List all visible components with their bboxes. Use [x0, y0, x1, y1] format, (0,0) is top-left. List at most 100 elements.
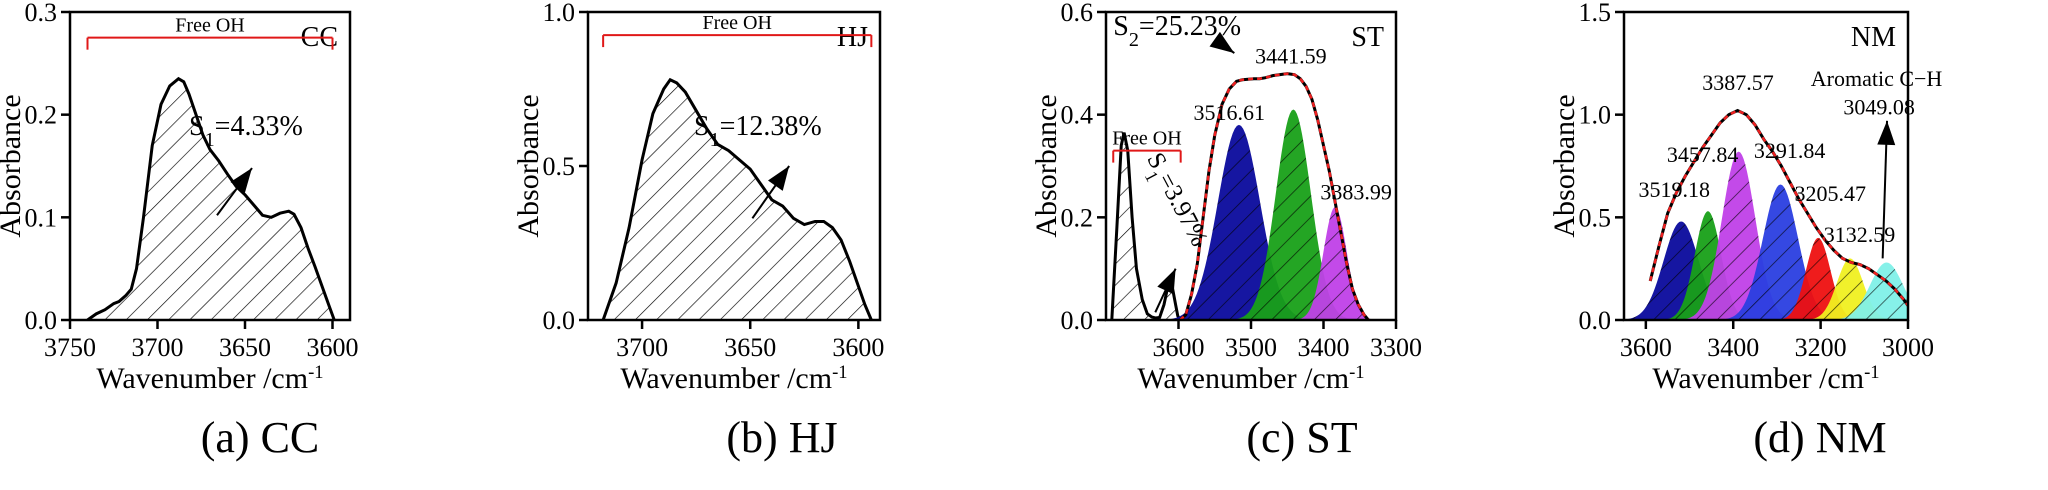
fit-peak-hatch-2 — [1673, 151, 1806, 320]
free-oh-bracket: Free OH — [1112, 128, 1182, 163]
x-tick-label: 3500 — [1225, 333, 1277, 362]
panel-cc: 3750 3700 3650 3600 0.0 0.1 0.2 0.3 Wavenumber /… — [0, 0, 359, 395]
y-tick-label: 0.0 — [1579, 306, 1612, 335]
free-oh-label: Free OH — [703, 12, 772, 34]
x-tick-label: 3600 — [1153, 333, 1205, 362]
y-tick-label: 0.5 — [543, 152, 576, 181]
y-tick-label: 0.5 — [1579, 203, 1612, 232]
x-axis-label: Wavenumber /cm-1 — [96, 362, 323, 396]
axes-frame — [1622, 10, 1910, 322]
x-tick-label: 3400 — [1298, 333, 1350, 362]
y-tick-label: 0.2 — [1061, 203, 1094, 232]
plot-area — [1624, 108, 1908, 320]
spectrum-line — [601, 77, 873, 320]
x-tick-label: 3600 — [1620, 333, 1672, 362]
free-oh-label: Free OH — [175, 15, 244, 37]
area-arrow-head — [767, 166, 790, 191]
y-tick-label: 0.2 — [25, 101, 58, 130]
area-annotation-0: S1=12.38% — [694, 111, 822, 151]
y-axis-label: Absorbance — [0, 94, 27, 237]
spectrum-fill — [87, 78, 335, 320]
peak-label-6: 3049.08 — [1843, 95, 1915, 120]
y-tick-label: 0.3 — [25, 0, 58, 27]
fit-peak-hatch-2 — [1288, 207, 1382, 320]
fit-peak-hatch-5 — [1797, 258, 1903, 320]
x-tick-label: 3700 — [132, 333, 184, 362]
panel-label: ST — [1351, 22, 1384, 53]
area-arrow-head — [1157, 268, 1176, 295]
peak-label-1: 3457.84 — [1667, 142, 1739, 167]
fit-peak-hatch-1 — [1655, 211, 1761, 320]
y-axis-label: Absorbance — [1548, 94, 1581, 237]
area-arrow-head — [1209, 31, 1235, 54]
caption-b: (b) HJ — [726, 413, 838, 462]
text-label-0: Aromatic C−H — [1811, 66, 1943, 91]
area-arrow-head — [230, 168, 252, 193]
aromatic-arrow-head — [1877, 120, 1896, 146]
panel-nm: 3600 3400 3200 3000 0.0 0.5 1.0 1.5 Wavenumber /… — [1548, 0, 1943, 396]
y-tick-label: 0.0 — [1061, 306, 1094, 335]
x-axis-label: Wavenumber /cm-1 — [620, 362, 847, 396]
x-tick-label: 3750 — [44, 333, 96, 362]
envelope-dashed — [1649, 109, 1908, 307]
spectrum-line — [86, 76, 336, 320]
x-tick-label: 3650 — [219, 333, 271, 362]
caption-d: (d) NM — [1753, 413, 1887, 462]
y-tick-label: 0.6 — [1061, 0, 1094, 27]
caption-a: (a) CC — [200, 413, 320, 462]
peak-label-2: 3383.99 — [1320, 179, 1392, 204]
free-oh-bracket: Free OH — [86, 15, 334, 50]
plot-area — [601, 77, 873, 320]
area-arrow — [216, 167, 253, 216]
axes-frame — [68, 10, 352, 322]
area-annotation-1: S1=3.97% — [1134, 148, 1213, 254]
area-arrow — [751, 165, 790, 219]
area-annotation-0: S1=4.33% — [189, 111, 303, 151]
fit-peak-hatch-1 — [1225, 109, 1363, 320]
spectrum-fill — [603, 79, 872, 320]
free-oh-bracket: Free OH — [602, 12, 873, 48]
y-tick-label: 0.4 — [1061, 101, 1094, 130]
free-oh-label: Free OH — [1112, 128, 1181, 150]
panel-label: NM — [1851, 22, 1896, 53]
x-axis-label: Wavenumber /cm-1 — [1137, 362, 1364, 396]
fit-peak-hatch-6 — [1821, 262, 1908, 320]
peak-label-2: 3387.57 — [1702, 70, 1774, 95]
y-axis-label: Absorbance — [512, 94, 545, 237]
x-axis-label: Wavenumber /cm-1 — [1652, 362, 1879, 396]
y-tick-label: 0.0 — [543, 306, 576, 335]
y-tick-label: 1.0 — [1579, 101, 1612, 130]
area-arrow — [1209, 31, 1235, 54]
x-tick-label: 3400 — [1707, 333, 1759, 362]
y-tick-label: 1.0 — [543, 0, 576, 27]
envelope-dashed — [1179, 72, 1370, 320]
peak-label-3: 3291.84 — [1754, 138, 1826, 163]
area-annotation-0: S2=25.23% — [1113, 11, 1241, 51]
area-arrow — [1154, 268, 1177, 313]
panel-label: HJ — [837, 22, 868, 53]
aromatic-arrow — [1877, 120, 1896, 259]
fit-peak-hatch-4 — [1770, 237, 1868, 320]
x-tick-label: 3000 — [1882, 333, 1934, 362]
peak-label-0: 3516.61 — [1194, 100, 1266, 125]
fit-peak-hatch-0 — [1156, 124, 1324, 320]
fit-peak-hatch-0 — [1624, 221, 1752, 320]
peak-label-4: 3205.47 — [1794, 181, 1866, 206]
plot-area — [1110, 72, 1382, 320]
peak-label-0: 3519.18 — [1638, 177, 1710, 202]
x-tick-label: 3600 — [832, 333, 884, 362]
x-tick-label: 3700 — [616, 333, 668, 362]
panel-st: 3600 3500 3400 3300 0.0 0.2 0.4 0.6 Wavenumber /… — [1030, 0, 1422, 395]
caption-c: (c) ST — [1246, 413, 1358, 462]
x-tick-label: 3300 — [1370, 333, 1422, 362]
y-tick-label: 1.5 — [1579, 0, 1612, 27]
y-axis-label: Absorbance — [1030, 94, 1063, 237]
panel-hj: 3700 3650 3600 0.0 0.5 1.0 Wavenumber /cm-1 Abs… — [512, 0, 884, 395]
fit-peak-hatch-3 — [1710, 184, 1851, 320]
y-tick-label: 0.0 — [25, 306, 58, 335]
y-tick-label: 0.1 — [25, 203, 58, 232]
x-tick-label: 3200 — [1795, 333, 1847, 362]
x-tick-label: 3600 — [307, 333, 359, 362]
